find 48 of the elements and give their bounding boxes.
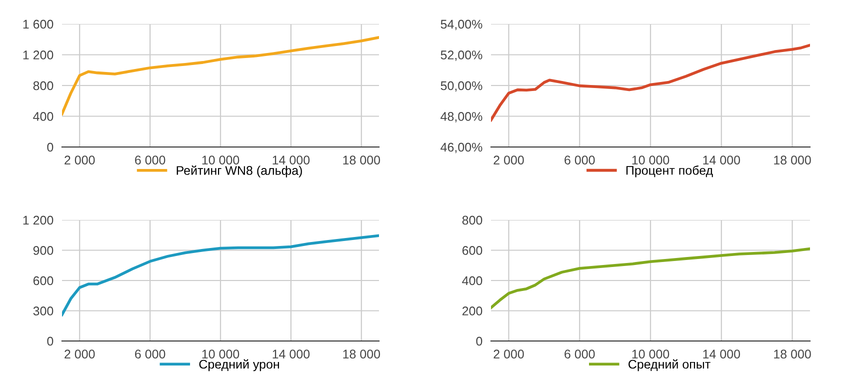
x-tick-label: 14 000 bbox=[272, 156, 310, 165]
y-tick-label: 0 bbox=[47, 336, 54, 346]
x-tick-label: 6 000 bbox=[135, 350, 166, 359]
line-series bbox=[491, 44, 810, 122]
x-tick-label: 6 000 bbox=[564, 350, 595, 359]
legend-label: Средний опыт bbox=[628, 359, 710, 372]
x-tick-label: 10 000 bbox=[202, 350, 240, 359]
y-tick-label: 300 bbox=[33, 306, 54, 316]
x-tick-label: 14 000 bbox=[272, 350, 310, 359]
legend-label: Процент побед bbox=[626, 166, 713, 178]
x-tick-label: 2 000 bbox=[64, 156, 95, 165]
y-tick-label: 800 bbox=[33, 81, 54, 90]
y-tick-label: 200 bbox=[462, 306, 482, 316]
x-tick-label: 10 000 bbox=[632, 350, 670, 359]
x-tick-label: 18 000 bbox=[774, 156, 811, 165]
x-tick-label: 14 000 bbox=[703, 350, 740, 359]
y-tick-label: 400 bbox=[462, 276, 482, 286]
y-tick-label: 800 bbox=[462, 216, 482, 225]
line-series bbox=[62, 234, 379, 316]
y-tick-label: 54,00% bbox=[440, 20, 482, 30]
y-tick-label: 600 bbox=[462, 246, 482, 255]
x-tick-label: 6 000 bbox=[135, 156, 166, 165]
x-tick-label: 10 000 bbox=[632, 156, 670, 165]
y-tick-label: 900 bbox=[33, 246, 54, 255]
x-tick-label: 2 000 bbox=[494, 350, 524, 359]
legend-label: Средний урон bbox=[199, 359, 279, 372]
line-series bbox=[62, 36, 379, 116]
x-tick-label: 6 000 bbox=[564, 156, 595, 165]
x-tick-label: 2 000 bbox=[64, 350, 95, 359]
x-tick-label: 10 000 bbox=[202, 156, 240, 165]
y-tick-label: 52,00% bbox=[440, 50, 482, 61]
legend-label: Рейтинг WN8 (альфа) bbox=[176, 166, 302, 178]
y-tick-label: 600 bbox=[33, 276, 54, 286]
y-tick-label: 50,00% bbox=[440, 81, 482, 92]
y-tick-label: 400 bbox=[33, 112, 54, 121]
line-series bbox=[491, 247, 810, 310]
y-tick-label: 0 bbox=[476, 336, 482, 346]
y-tick-label: 1 600 bbox=[23, 20, 54, 29]
y-tick-label: 46,00% bbox=[440, 142, 482, 154]
x-tick-label: 18 000 bbox=[343, 156, 380, 165]
y-tick-label: 1 200 bbox=[23, 50, 54, 60]
y-tick-label: 48,00% bbox=[440, 112, 482, 122]
x-tick-label: 2 000 bbox=[494, 156, 524, 165]
x-tick-label: 14 000 bbox=[703, 156, 740, 165]
x-tick-label: 18 000 bbox=[343, 350, 380, 359]
y-tick-label: 0 bbox=[47, 142, 54, 152]
y-tick-label: 1 200 bbox=[23, 216, 54, 225]
x-tick-label: 18 000 bbox=[774, 350, 811, 359]
